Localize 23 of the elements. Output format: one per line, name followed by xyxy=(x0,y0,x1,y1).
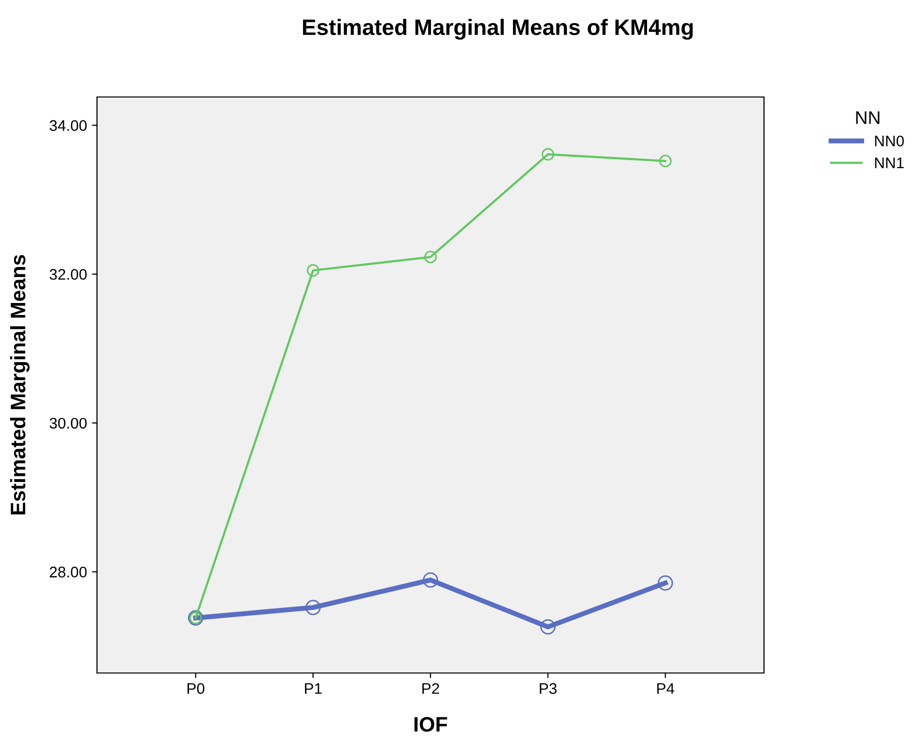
point xyxy=(659,154,672,168)
point xyxy=(305,600,321,616)
point xyxy=(306,264,320,277)
chart-title: Estimated Marginal Means of KM4mg xyxy=(303,18,693,40)
point xyxy=(540,619,556,634)
point xyxy=(542,148,554,161)
point xyxy=(658,575,673,591)
x-tick-label: P0 xyxy=(188,683,204,694)
legend-label: NN1 xyxy=(875,158,904,168)
x-tick-label: P3 xyxy=(540,683,557,694)
y-tick-label: 34.00 xyxy=(50,120,87,131)
y-tick-label: 30.00 xyxy=(50,418,87,429)
legend-label: NN0 xyxy=(875,136,904,146)
x-tick-label: P1 xyxy=(304,683,322,694)
x-axis-title: IOF xyxy=(414,716,448,732)
y-axis-title: Estimated Marginal Means xyxy=(10,255,30,514)
x-tick-label: P4 xyxy=(657,683,674,694)
x-tick-label: P2 xyxy=(422,683,440,694)
point xyxy=(424,250,437,264)
y-tick-label: 28.00 xyxy=(50,566,87,578)
point xyxy=(422,572,438,588)
y-tick-label: 32.00 xyxy=(50,268,87,280)
legend-title: NN xyxy=(856,111,880,124)
